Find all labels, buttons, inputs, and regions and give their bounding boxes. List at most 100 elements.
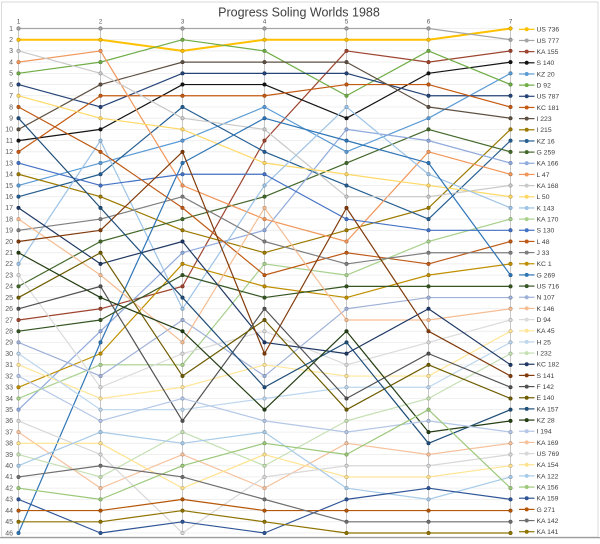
svg-text:1: 1 — [9, 26, 13, 33]
svg-text:L 48: L 48 — [537, 239, 550, 246]
svg-text:KA 168: KA 168 — [537, 183, 559, 190]
svg-text:40: 40 — [5, 463, 13, 470]
svg-text:25: 25 — [5, 295, 13, 302]
svg-text:KA 45: KA 45 — [537, 328, 555, 335]
svg-text:15: 15 — [5, 183, 13, 190]
svg-text:8: 8 — [9, 104, 13, 111]
svg-text:N 107: N 107 — [537, 295, 555, 302]
svg-text:5: 5 — [9, 71, 13, 78]
svg-text:6: 6 — [427, 19, 431, 26]
svg-text:K 146: K 146 — [537, 306, 555, 313]
svg-text:46: 46 — [5, 530, 13, 537]
svg-text:G 271: G 271 — [537, 507, 556, 514]
svg-text:16: 16 — [5, 194, 13, 201]
svg-text:I 215: I 215 — [537, 127, 552, 134]
svg-text:7: 7 — [509, 19, 513, 26]
svg-text:4: 4 — [9, 59, 13, 66]
svg-text:1: 1 — [17, 19, 21, 26]
svg-text:11: 11 — [6, 138, 13, 145]
svg-text:S 140: S 140 — [537, 60, 555, 67]
svg-text:US 777: US 777 — [537, 38, 560, 45]
svg-text:19: 19 — [5, 228, 13, 235]
svg-text:38: 38 — [5, 441, 13, 448]
svg-text:21: 21 — [5, 250, 13, 257]
svg-text:3: 3 — [9, 48, 13, 55]
svg-text:37: 37 — [5, 429, 13, 436]
svg-text:30: 30 — [5, 351, 13, 358]
svg-text:2: 2 — [9, 37, 13, 44]
svg-text:S 141: S 141 — [537, 373, 555, 380]
svg-text:I 232: I 232 — [537, 350, 552, 357]
svg-text:L 47: L 47 — [537, 172, 550, 179]
svg-text:39: 39 — [5, 452, 13, 459]
svg-text:7: 7 — [9, 93, 13, 100]
svg-text:18: 18 — [5, 216, 13, 223]
svg-text:KC 1: KC 1 — [537, 261, 552, 268]
svg-text:KA 170: KA 170 — [537, 217, 559, 224]
svg-text:US 787: US 787 — [537, 94, 560, 101]
svg-text:4: 4 — [263, 19, 267, 26]
svg-text:KA 155: KA 155 — [537, 49, 559, 56]
svg-text:36: 36 — [5, 418, 13, 425]
svg-text:KC 182: KC 182 — [537, 362, 560, 369]
svg-text:US 736: US 736 — [537, 27, 560, 34]
svg-text:KA 169: KA 169 — [537, 440, 559, 447]
svg-text:44: 44 — [5, 508, 13, 515]
svg-text:45: 45 — [5, 519, 13, 526]
svg-text:KA 142: KA 142 — [537, 518, 559, 525]
svg-text:KA 166: KA 166 — [537, 161, 559, 168]
svg-text:KA 154: KA 154 — [537, 462, 559, 469]
svg-text:34: 34 — [5, 396, 13, 403]
svg-text:32: 32 — [5, 373, 13, 380]
svg-text:29: 29 — [5, 340, 13, 347]
svg-text:G 259: G 259 — [537, 150, 556, 157]
svg-text:9: 9 — [9, 115, 13, 122]
svg-text:KA 141: KA 141 — [537, 529, 559, 536]
svg-text:KC 181: KC 181 — [537, 105, 560, 112]
svg-text:I 223: I 223 — [537, 116, 552, 123]
svg-text:J 33: J 33 — [537, 250, 550, 257]
svg-text:K 143: K 143 — [537, 205, 555, 212]
svg-text:KA 156: KA 156 — [537, 484, 559, 491]
svg-text:26: 26 — [5, 306, 13, 313]
svg-text:US 716: US 716 — [537, 283, 560, 290]
svg-text:S 130: S 130 — [537, 228, 555, 235]
svg-text:31: 31 — [5, 362, 13, 369]
svg-text:41: 41 — [5, 474, 13, 481]
svg-text:10: 10 — [5, 127, 13, 134]
svg-text:H 25: H 25 — [537, 339, 552, 346]
svg-text:KA 122: KA 122 — [537, 473, 559, 480]
svg-text:KZ 28: KZ 28 — [537, 417, 555, 424]
svg-text:Progress Soling Worlds 1988: Progress Soling Worlds 1988 — [218, 6, 380, 20]
svg-text:F 142: F 142 — [537, 384, 555, 391]
svg-text:35: 35 — [5, 407, 13, 414]
svg-text:KZ 16: KZ 16 — [537, 138, 555, 145]
svg-text:14: 14 — [5, 172, 13, 179]
svg-text:42: 42 — [5, 485, 13, 492]
svg-text:2: 2 — [99, 19, 103, 26]
svg-text:20: 20 — [5, 239, 13, 246]
svg-text:G 269: G 269 — [537, 272, 556, 279]
svg-text:12: 12 — [5, 149, 13, 156]
svg-text:6: 6 — [9, 82, 13, 89]
svg-text:KA 157: KA 157 — [537, 406, 559, 413]
svg-text:KZ 20: KZ 20 — [537, 71, 555, 78]
svg-text:D 94: D 94 — [537, 317, 552, 324]
svg-text:27: 27 — [5, 317, 13, 324]
svg-text:KA 159: KA 159 — [537, 496, 559, 503]
svg-text:28: 28 — [5, 329, 13, 336]
svg-text:23: 23 — [5, 272, 13, 279]
svg-text:I 194: I 194 — [537, 429, 552, 436]
svg-text:17: 17 — [5, 205, 13, 212]
svg-text:D 92: D 92 — [537, 83, 552, 90]
svg-text:24: 24 — [5, 284, 13, 291]
svg-text:13: 13 — [5, 160, 13, 167]
svg-text:US 769: US 769 — [537, 451, 560, 458]
svg-text:43: 43 — [5, 497, 13, 504]
svg-text:22: 22 — [5, 261, 13, 268]
svg-text:33: 33 — [5, 385, 13, 392]
svg-text:E 140: E 140 — [537, 395, 555, 402]
svg-text:5: 5 — [345, 19, 349, 26]
svg-text:L 50: L 50 — [537, 194, 550, 201]
svg-text:3: 3 — [181, 19, 185, 26]
